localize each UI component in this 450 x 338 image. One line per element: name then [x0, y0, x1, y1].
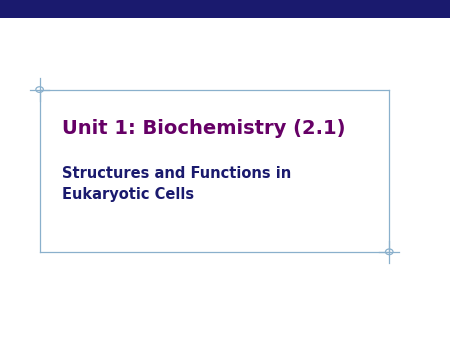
Bar: [0, 0, 450, 18]
Text: Structures and Functions in
Eukaryotic Cells: Structures and Functions in Eukaryotic C…: [62, 166, 291, 202]
Text: Unit 1: Biochemistry (2.1): Unit 1: Biochemistry (2.1): [62, 119, 346, 138]
